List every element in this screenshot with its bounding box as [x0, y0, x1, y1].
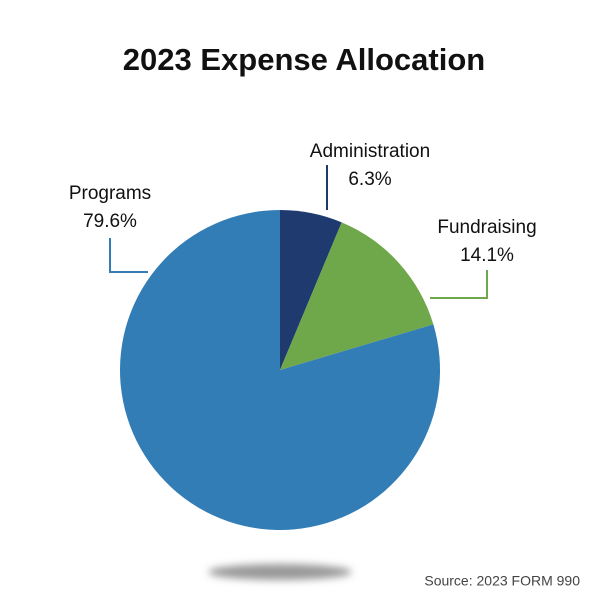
leader-line	[109, 238, 148, 273]
slice	[280, 222, 434, 370]
slice	[280, 210, 342, 370]
pie	[120, 210, 440, 530]
slice-name: Fundraising	[437, 217, 536, 238]
slice-name: Administration	[310, 141, 430, 162]
slice-value-label: 14.1%	[460, 245, 514, 266]
leader-line	[430, 270, 488, 299]
slice	[120, 210, 440, 530]
slice-value-label: 79.6%	[83, 211, 137, 232]
shadow	[208, 564, 352, 580]
source: Source: 2023 FORM 990	[424, 573, 580, 589]
chart-title: 2023 Expense Allocation	[123, 42, 485, 77]
slice-name: Programs	[69, 183, 151, 204]
slice-value-label: 6.3%	[348, 169, 391, 190]
